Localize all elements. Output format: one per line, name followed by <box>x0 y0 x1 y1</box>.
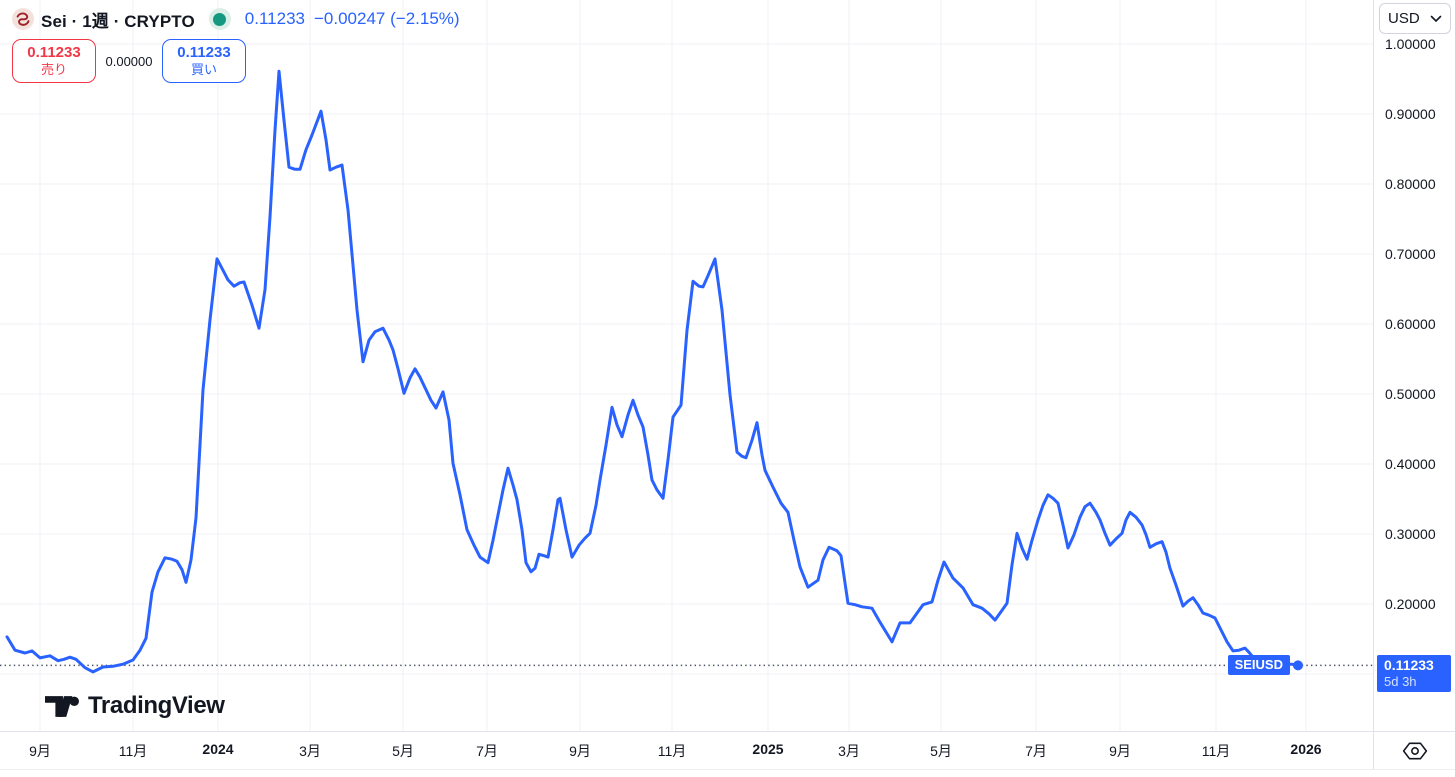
time-axis[interactable]: 9月 11月 2024 3月 5月 7月 9月 11月 2025 3月 5月 7月 9月 11月 2026 <box>0 731 1373 769</box>
badge-price: 0.11233 <box>1384 657 1434 674</box>
price-axis[interactable]: USD 1.00000 0.90000 0.80000 0.70000 0.60000 0… <box>1373 0 1455 731</box>
last-price: 0.11233 <box>244 9 305 28</box>
time-tick: 3月 <box>838 743 860 759</box>
currency-value: USD <box>1388 10 1420 27</box>
sell-price: 0.11233 <box>27 43 81 61</box>
price-chart[interactable] <box>0 0 1373 731</box>
buy-button[interactable]: 0.11233 買い <box>162 39 246 83</box>
buy-label: 買い <box>190 62 217 78</box>
time-tick: 2025 <box>752 741 784 757</box>
time-tick: 5月 <box>930 743 952 759</box>
price-tick: 0.20000 <box>1385 596 1436 612</box>
buy-price: 0.11233 <box>177 43 231 61</box>
price-tick: 0.30000 <box>1385 526 1436 542</box>
chart-header: Sei · 1週 · CRYPTO 0.11233 −0.00247 (−2.1… <box>12 6 460 83</box>
chevron-down-icon <box>1430 15 1442 22</box>
spread-value: 0.00000 <box>105 53 153 69</box>
tradingview-mark-icon <box>45 695 79 717</box>
symbol-title[interactable]: Sei · 1週 · CRYPTO <box>41 11 195 31</box>
sei-logo-icon <box>12 8 34 30</box>
price-tick: 0.40000 <box>1385 456 1436 472</box>
last-price-readout: 0.11233 −0.00247 (−2.15%) <box>245 9 460 29</box>
time-tick: 3月 <box>299 743 321 759</box>
chart-settings-icon[interactable] <box>1402 741 1428 761</box>
tradingview-wordmark: TradingView <box>88 692 225 719</box>
time-tick: 2024 <box>202 741 234 757</box>
tradingview-logo[interactable]: TradingView <box>45 692 225 720</box>
bottom-divider <box>0 769 1455 770</box>
time-tick: 11月 <box>657 743 687 759</box>
price-tick: 0.50000 <box>1385 386 1436 402</box>
chart-plot-area[interactable]: SEIUSD <box>0 0 1373 731</box>
sell-label: 売り <box>40 62 67 78</box>
price-tick: 0.80000 <box>1385 176 1436 192</box>
time-tick: 11月 <box>1201 743 1231 759</box>
badge-countdown: 5d 3h <box>1384 674 1417 690</box>
price-tick: 0.60000 <box>1385 316 1436 332</box>
time-tick: 11月 <box>118 743 148 759</box>
market-status-icon <box>208 8 231 30</box>
price-line-series <box>5 69 1300 674</box>
price-tick: 1.00000 <box>1385 36 1436 52</box>
sell-button[interactable]: 0.11233 売り <box>12 39 96 83</box>
last-point-marker <box>1293 660 1303 671</box>
time-tick: 9月 <box>29 743 51 759</box>
price-tick: 0.90000 <box>1385 106 1436 122</box>
axis-corner <box>1373 731 1455 769</box>
time-tick: 7月 <box>476 743 498 759</box>
time-tick: 2026 <box>1290 741 1322 757</box>
time-tick: 9月 <box>1109 743 1131 759</box>
last-price-badge: 0.11233 5d 3h <box>1377 655 1451 693</box>
series-price-flag: SEIUSD <box>1227 655 1290 676</box>
currency-dropdown[interactable]: USD <box>1379 3 1451 34</box>
time-tick: 9月 <box>569 743 591 759</box>
time-tick: 7月 <box>1025 743 1047 759</box>
price-change: −0.00247 (−2.15%) <box>314 9 460 28</box>
price-tick: 0.70000 <box>1385 246 1436 262</box>
time-tick: 5月 <box>392 743 414 759</box>
